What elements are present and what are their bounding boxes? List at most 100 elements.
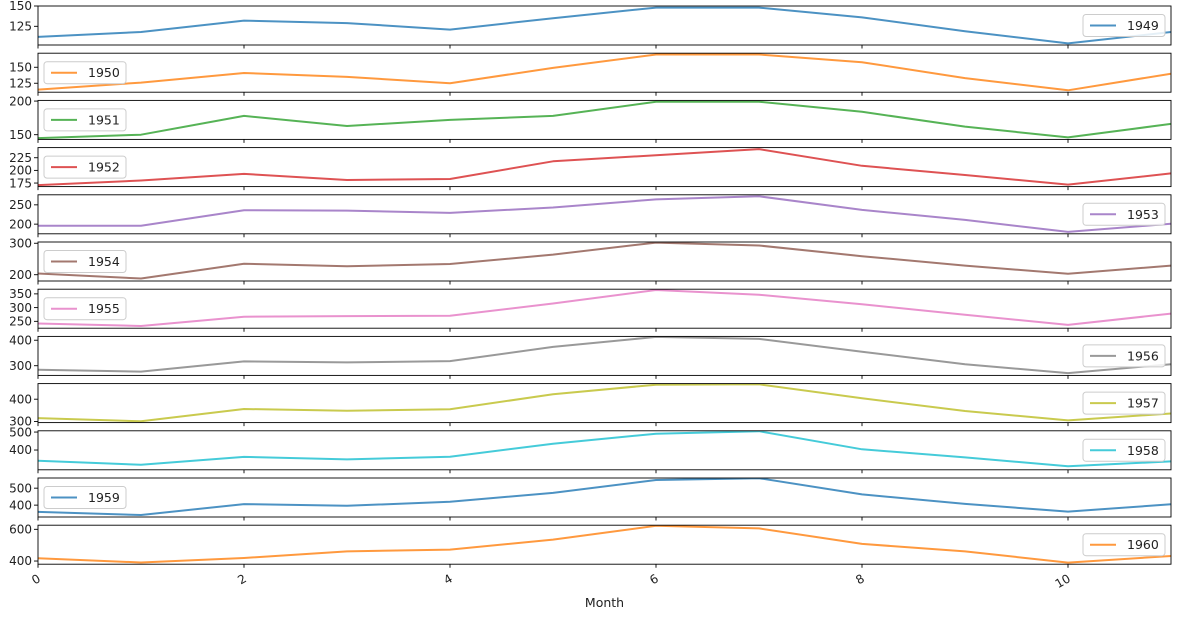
x-axis-label: Month [585,595,624,610]
legend-label: 1951 [88,112,120,127]
legend-box [43,108,127,132]
series-line-1951 [38,100,1171,140]
y-tick-label: 600 [9,523,32,537]
legend-1951: 1951 [43,108,127,132]
y-tick-label: 150 [9,60,32,74]
legend-label: 1957 [1127,396,1159,411]
series-line-1960 [38,525,1171,564]
legend-box [1082,14,1166,37]
subplot-frame [37,288,1172,329]
legend-1954: 1954 [43,250,127,273]
y-tick-label: 150 [9,128,32,142]
y-tick-label: 250 [9,198,32,212]
legend-1957: 1957 [1082,391,1166,415]
y-tick-label: 300 [9,236,32,250]
legend-1953: 1953 [1082,202,1166,226]
x-tick-label: 2 [235,571,249,587]
subplot-1956: 300 400 1956 [9,333,1172,379]
subplot-frame [37,147,1172,188]
series-line-1958 [38,430,1171,468]
legend-label: 1960 [1127,537,1159,552]
subplot-1953: 200 250 1953 [9,194,1172,238]
subplot-frame [37,524,1172,565]
legend-label: 1956 [1127,348,1159,363]
series-line-1953 [38,195,1171,233]
y-tick-label: 400 [9,443,32,457]
subplot-1959: 400 500 1959 [9,477,1172,521]
subplot-1958: 400 500 1958 [9,425,1172,474]
y-tick-label: 125 [9,76,32,90]
subplot-frame [37,383,1172,424]
subplot-frame [37,335,1172,376]
y-tick-label: 300 [9,301,32,315]
legend-box [1082,344,1166,368]
y-tick-label: 500 [9,425,32,439]
y-tick-label: 400 [9,554,32,568]
y-tick-label: 350 [9,287,32,301]
x-tick-label: 4 [441,571,455,587]
legend-1960: 1960 [1082,533,1166,557]
y-tick-label: 300 [9,415,32,429]
subplot-frame [37,241,1172,282]
legend-box [1082,202,1166,226]
legend-box [1082,438,1166,462]
subplot-frame [37,99,1172,140]
legend-1955: 1955 [43,297,127,321]
subplot-frame [37,5,1172,46]
legend-label: 1955 [88,301,120,316]
legend-box [43,61,127,85]
legend-1952: 1952 [43,155,127,179]
x-tick-label: 10 [1053,571,1073,591]
series-line-1954 [38,242,1171,280]
x-tick-label: 0 [29,571,43,587]
x-tick-label: 6 [647,571,661,587]
legend-1950: 1950 [43,61,127,85]
legend-label: 1954 [88,254,120,269]
legend-label: 1950 [88,65,120,80]
legend-label: 1949 [1127,18,1159,33]
legend-box [43,297,127,321]
legend-box [43,250,127,273]
subplot-frame [37,52,1172,93]
subplot-frame [37,430,1172,471]
legend-label: 1952 [88,160,120,175]
subplot-frame [37,477,1172,518]
y-tick-label: 200 [9,268,32,282]
y-tick-label: 225 [9,151,32,165]
y-tick-label: 125 [9,20,32,34]
legend-label: 1958 [1127,443,1159,458]
y-tick-label: 400 [9,333,32,347]
y-tick-label: 250 [9,315,32,329]
x-tick-label: 8 [853,571,867,587]
legend-1956: 1956 [1082,344,1166,368]
series-line-1952 [38,148,1171,187]
series-line-1950 [38,53,1171,92]
y-tick-label: 300 [9,359,32,373]
series-line-1956 [38,336,1171,375]
series-line-1949 [38,6,1171,45]
y-tick-label: 200 [9,217,32,231]
legend-box [43,155,127,179]
subplot-1951: 150 200 1951 [9,94,1172,143]
y-tick-label: 200 [9,94,32,108]
subplot-1960: 400 600 1960 [9,523,1172,568]
series-line-1957 [38,383,1171,423]
legend-box [1082,391,1166,415]
legend-box [43,486,127,509]
series-line-1959 [38,478,1171,516]
subplot-1954: 200 300 1954 [9,236,1172,285]
legend-1949: 1949 [1082,14,1166,37]
y-tick-label: 400 [9,498,32,512]
legend-label: 1959 [88,490,120,505]
y-tick-label: 150 [9,0,32,13]
y-tick-label: 400 [9,392,32,406]
legend-label: 1953 [1127,207,1159,222]
subplot-frame [37,194,1172,235]
series-line-1955 [38,289,1171,327]
subplot-1950: 125 150 1950 [9,52,1172,96]
legend-1959: 1959 [43,486,127,509]
legend-box [1082,533,1166,557]
